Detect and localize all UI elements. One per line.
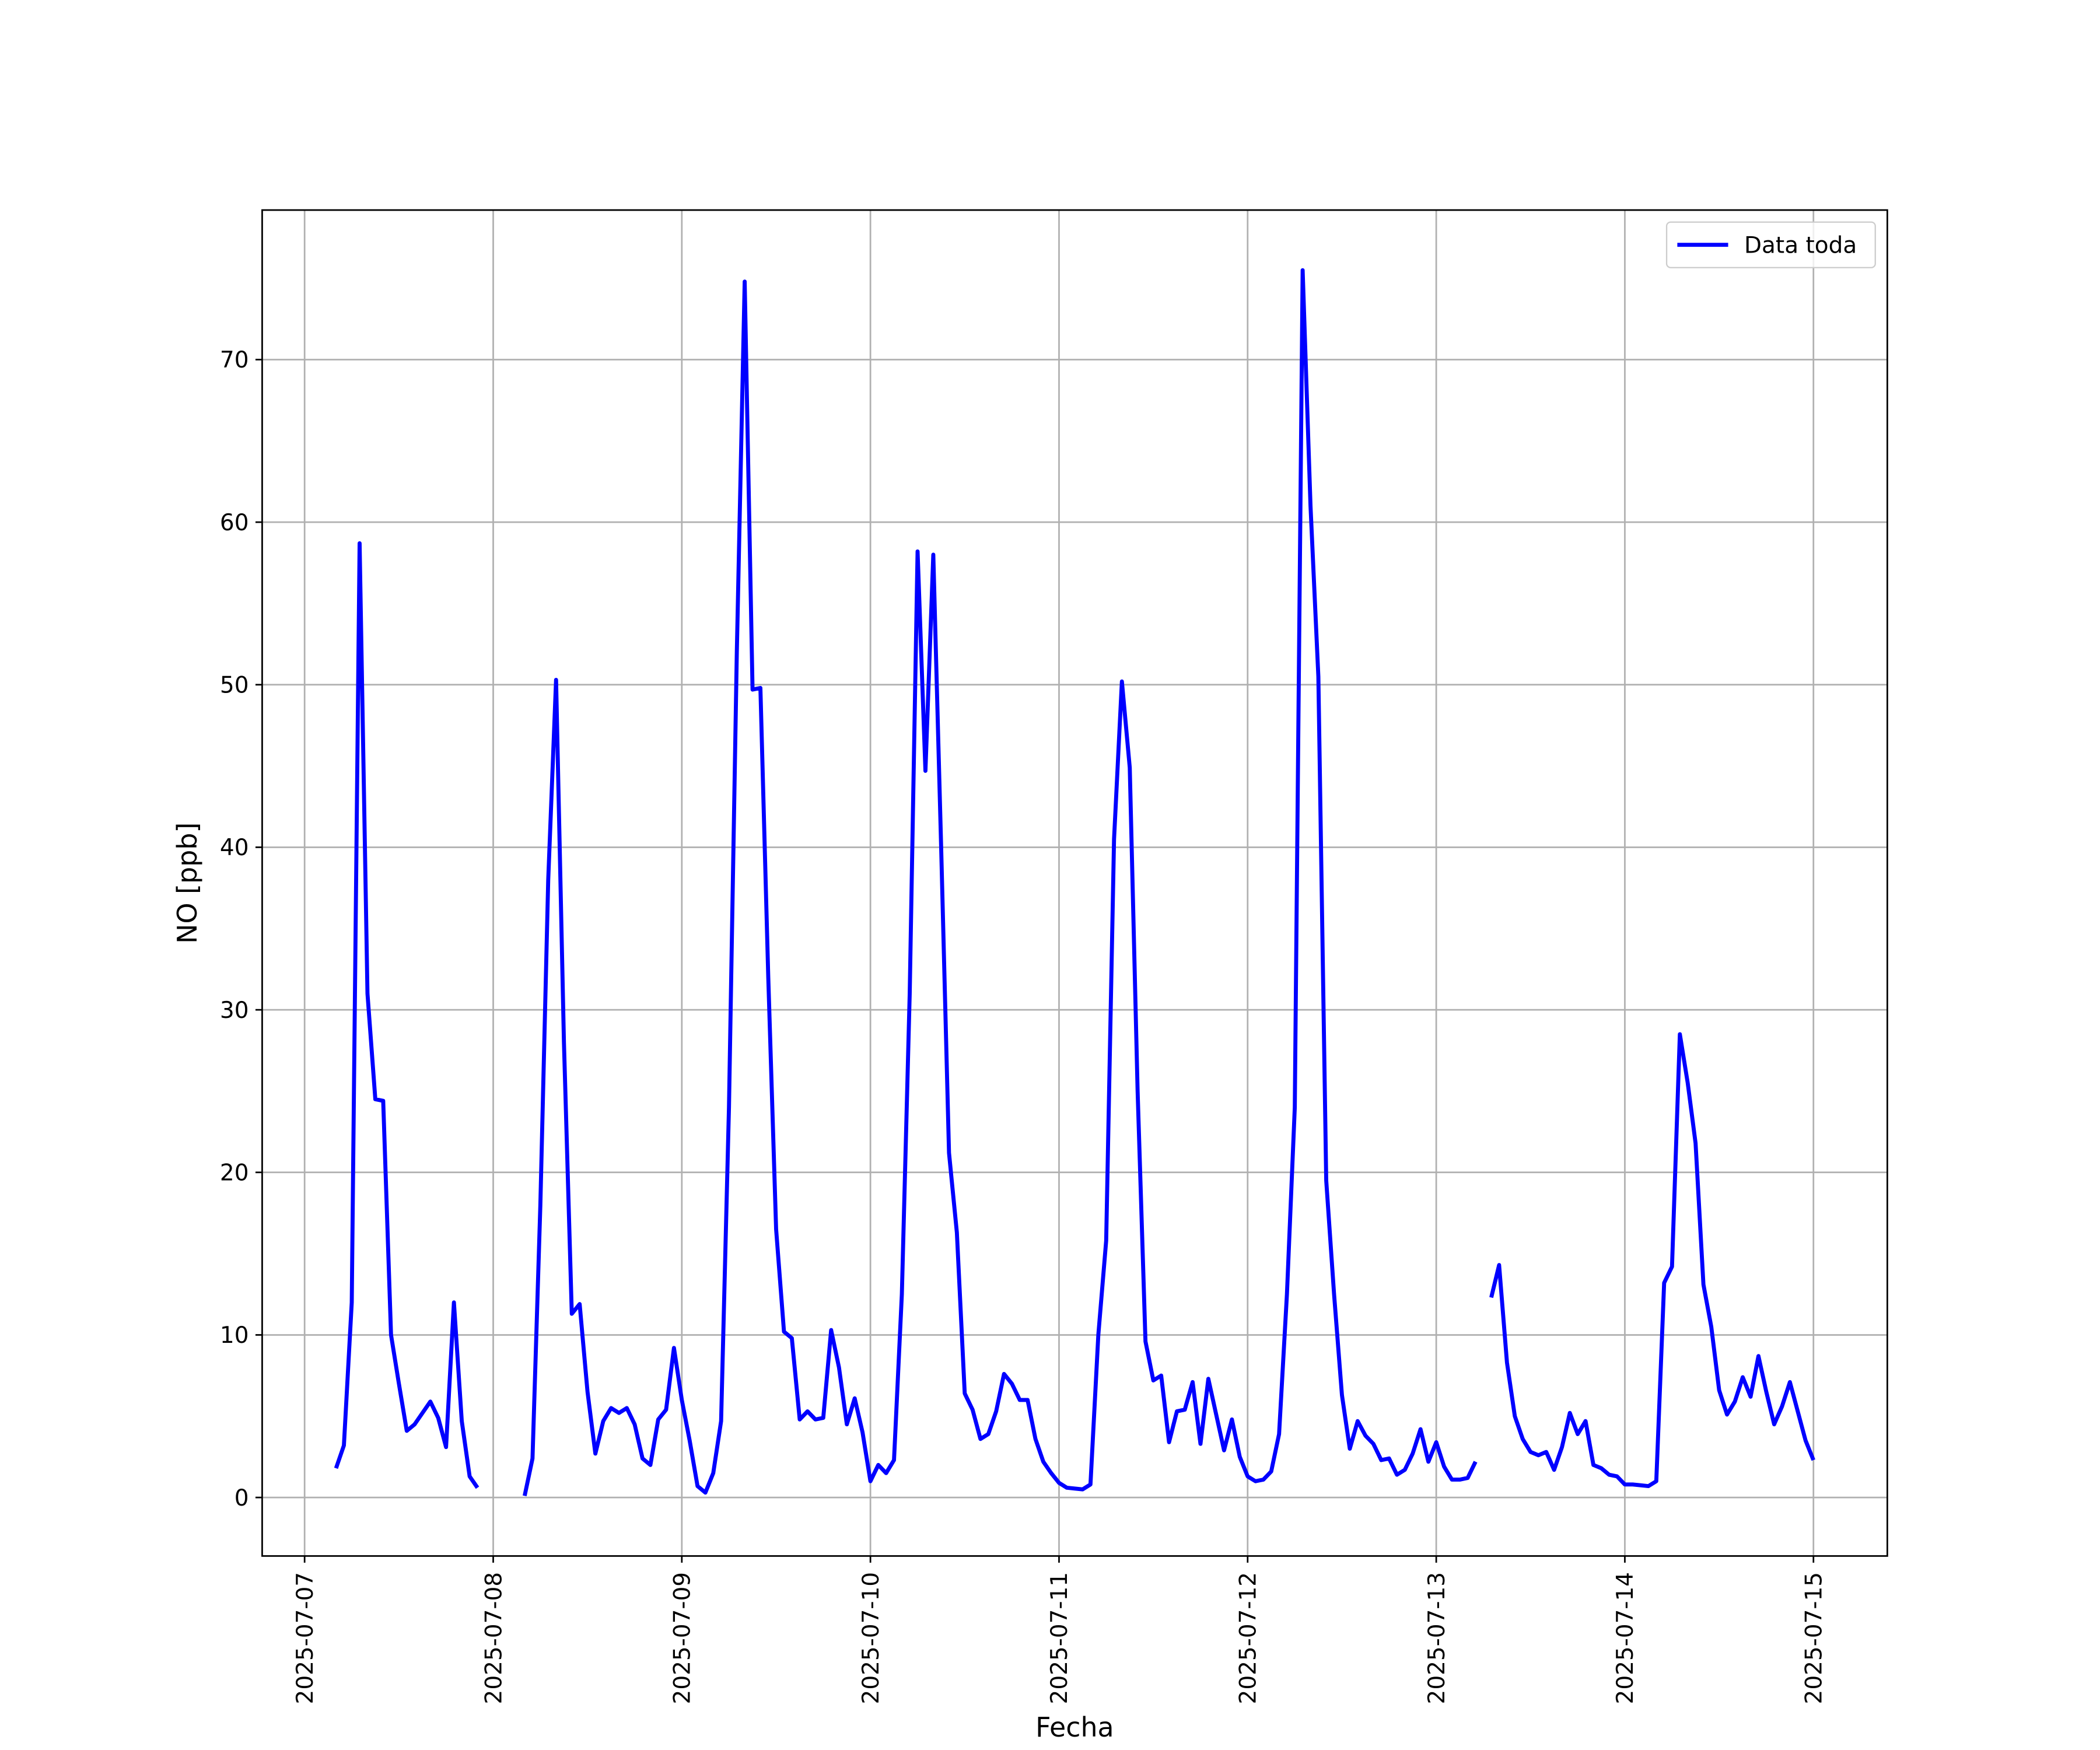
x-tick-label: 2025-07-14	[1612, 1572, 1639, 1704]
x-tick-label: 2025-07-07	[292, 1572, 318, 1704]
x-tick-label: 2025-07-12	[1236, 1572, 1262, 1704]
data-line	[334, 268, 1815, 1497]
x-axis-label: Fecha	[1035, 1712, 1114, 1743]
y-tick-label: 40	[220, 835, 249, 861]
x-tick-label: 2025-07-10	[858, 1572, 884, 1704]
x-tick-label: 2025-07-13	[1424, 1572, 1450, 1704]
y-axis-label: NO [ppb]	[172, 822, 203, 944]
y-tick-label: 60	[220, 510, 249, 536]
x-tick-label: 2025-07-15	[1801, 1572, 1828, 1704]
x-tick-label: 2025-07-08	[481, 1572, 507, 1704]
y-tick-label: 10	[220, 1322, 249, 1349]
grid	[262, 210, 1888, 1556]
axes-frame	[261, 209, 1888, 1557]
y-tick-label: 20	[220, 1160, 249, 1186]
y-tick-label: 0	[235, 1485, 249, 1511]
legend-label: Data toda	[1744, 232, 1857, 258]
legend: Data toda	[1665, 221, 1876, 268]
y-tick-label: 50	[220, 673, 249, 699]
x-tick-label: 2025-07-09	[670, 1572, 696, 1704]
y-tick-label: 70	[220, 347, 249, 373]
plot-area	[334, 268, 1815, 1497]
y-tick-label: 30	[220, 998, 249, 1024]
x-tick-label: 2025-07-11	[1046, 1572, 1073, 1704]
legend-box	[1665, 221, 1876, 268]
